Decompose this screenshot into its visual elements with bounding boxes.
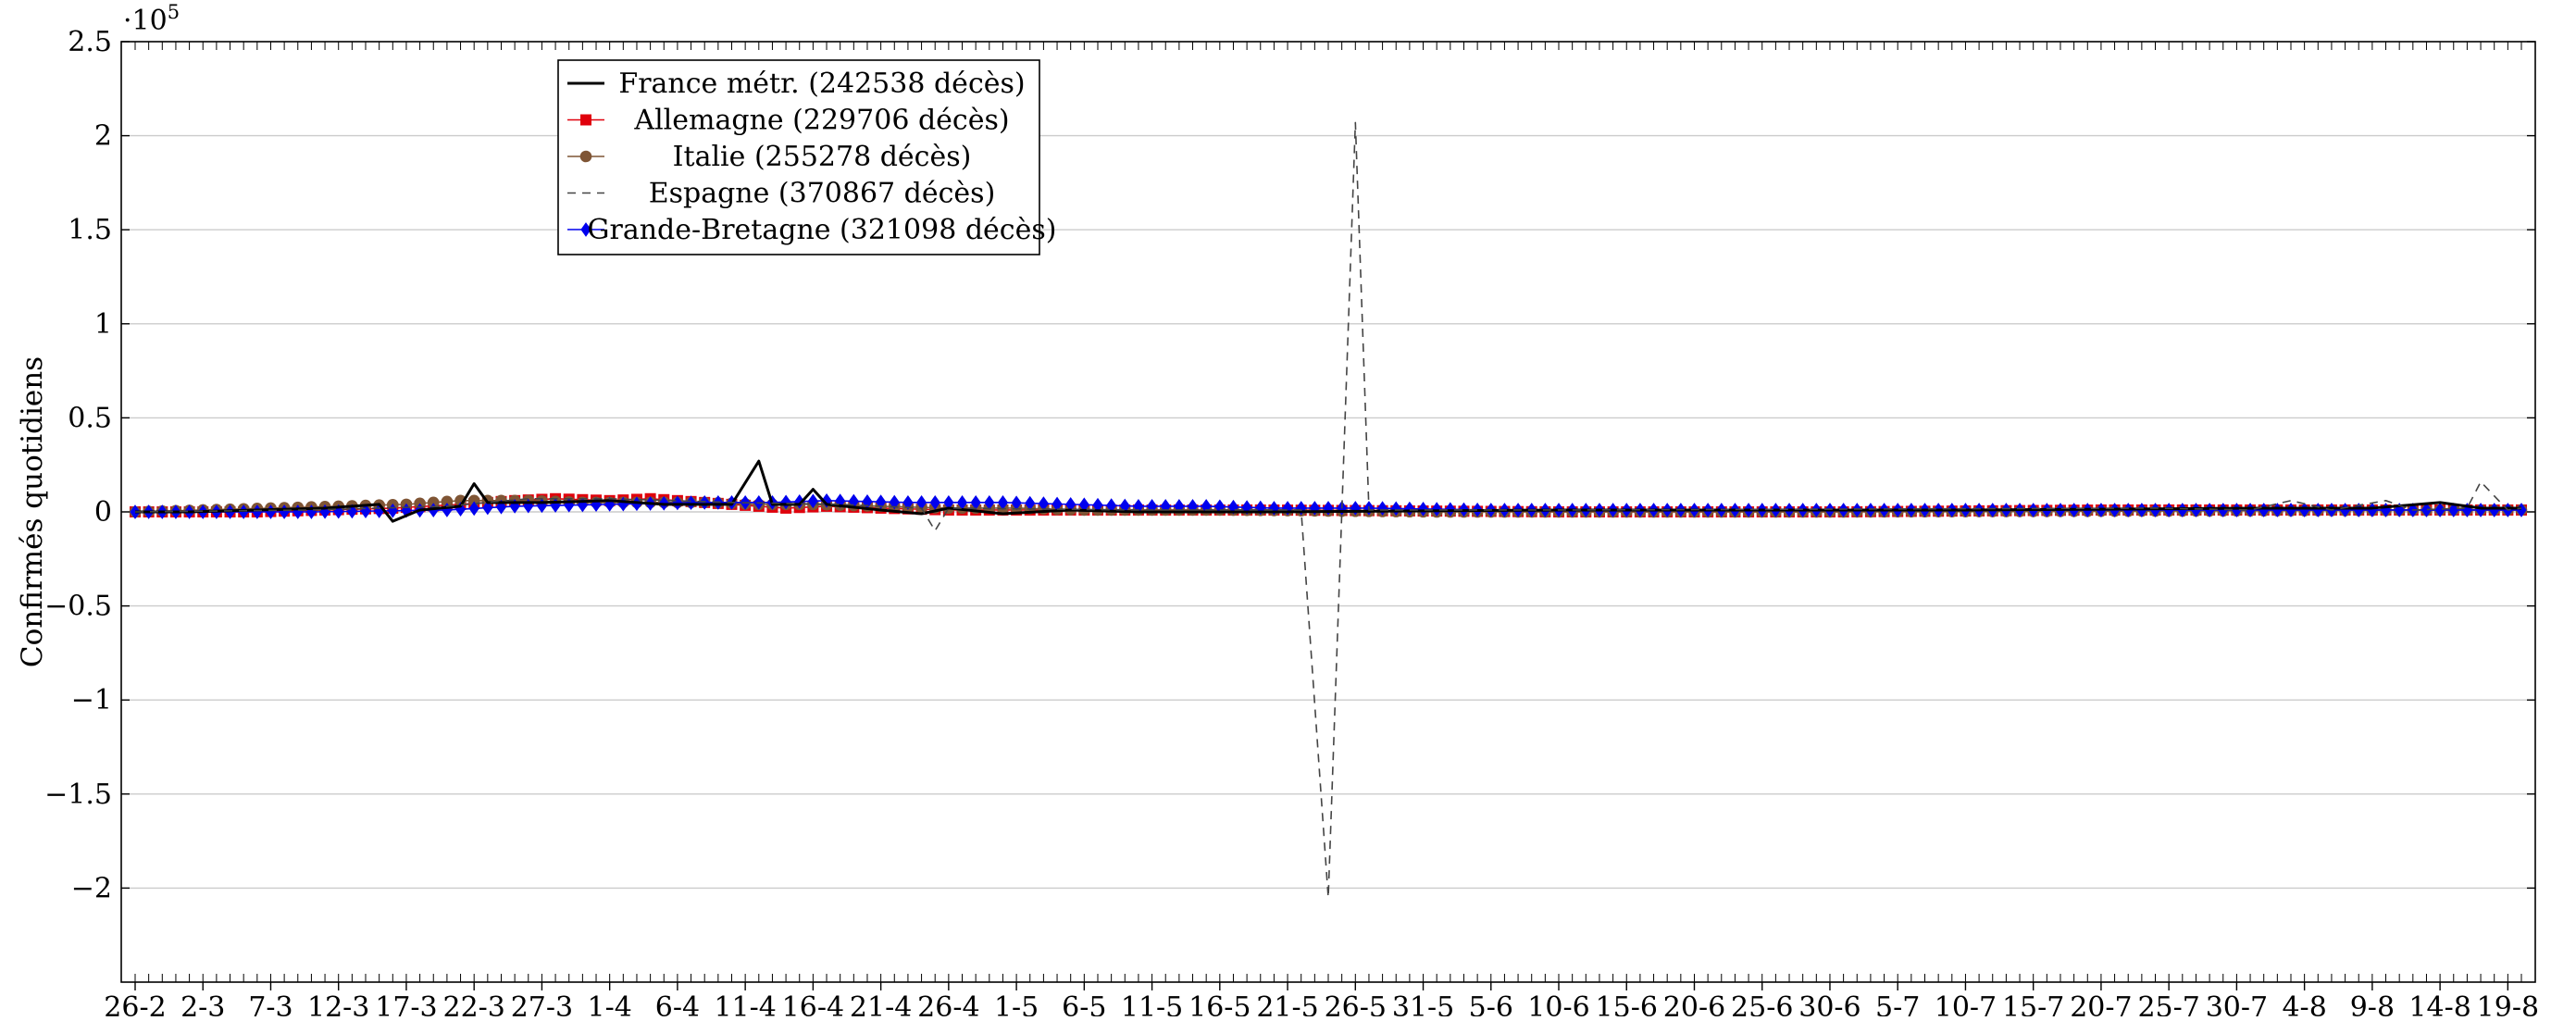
y-tick-label: 0.5 [68,402,112,434]
series-line [134,121,2522,899]
x-tick-label: 26-5 [1325,991,1387,1016]
x-tick-label: 5-6 [1469,991,1513,1016]
y-tick-label: −1.5 [44,778,112,811]
x-tick-label: 7-3 [248,991,292,1016]
series-layer [129,121,2528,899]
x-tick-label: 5-7 [1875,991,1920,1016]
y-tick-label: 2.5 [68,26,112,58]
x-tick-label: 30-7 [2206,991,2268,1016]
x-tick-label: 11-5 [1121,991,1183,1016]
x-tick-label: 6-5 [1062,991,1106,1016]
legend-label: Grande-Bretagne (321098 décès) [588,214,1057,246]
data-point [902,494,914,510]
x-tick-label: 15-7 [2002,991,2064,1016]
y-tick-label: −2 [71,872,112,904]
data-point [1025,495,1036,511]
x-tick-label: 22-3 [442,991,504,1016]
x-tick-label: 30-6 [1798,991,1860,1016]
series-line [135,459,2521,523]
x-tick-label: 16-4 [782,991,844,1016]
legend-label: Allemagne (229706 décès) [633,105,1009,137]
x-tick-label: 17-3 [375,991,437,1016]
x-tick-label: 12-3 [307,991,369,1016]
data-point [929,494,940,510]
series-3 [134,121,2522,899]
legend-box [557,59,1040,255]
y-tick-label: −0.5 [44,591,112,623]
x-tick-label: 16-5 [1188,991,1251,1016]
x-tick-label: 25-6 [1731,991,1793,1016]
y-tick-label: 1 [94,308,112,341]
x-tick-label: 20-6 [1663,991,1725,1016]
y-axis: −2 −1.5 −1 −0.5 0 0.5 1 1.5 2 2.5 [44,26,2535,904]
x-tick-label: 1-4 [588,991,632,1016]
x-tick-label: 27-3 [511,991,573,1016]
data-point [2434,503,2445,517]
y-tick-label: −1 [71,684,112,716]
x-tick-label: 2-3 [180,991,225,1016]
y-axis-multiplier-exponent: 5 [168,1,180,23]
x-tick-label: 26-2 [104,991,166,1016]
x-tick-label: 4-8 [2282,991,2326,1016]
x-tick-label: 26-4 [917,991,979,1016]
data-point [468,501,479,517]
data-point [2420,503,2433,517]
legend-marker [580,222,591,237]
legend-marker [579,150,592,163]
y-axis-title: Confirmés quotidiens [16,356,49,667]
legend-label: France métr. (242538 décès) [618,68,1025,100]
x-tick-label: 15-6 [1596,991,1658,1016]
x-tick-label: 1-5 [994,991,1039,1016]
series-0 [135,459,2521,523]
data-point [482,500,493,516]
data-point [889,494,900,510]
x-tick-label: 20-7 [2070,991,2132,1016]
x-tick-label: 21-5 [1256,991,1318,1016]
x-tick-label: 6-4 [655,991,700,1016]
y-tick-label: 0 [94,496,112,529]
x-tick-label: 21-4 [850,991,912,1016]
y-tick-label: 1.5 [68,214,112,246]
legend-label: Espagne (370867 décès) [649,178,996,210]
x-tick-label: 11-4 [714,991,776,1016]
y-tick-label: 2 [94,120,112,153]
legend: France métr. (242538 décès) Allemagne (22… [557,59,1057,255]
y-axis-multiplier-base: ·10 [123,5,168,37]
data-point [1431,502,1442,517]
data-point [807,493,819,509]
data-point [1038,496,1050,511]
y-axis-multiplier: ·105 [123,1,180,37]
x-tick-label: 9-8 [2350,991,2395,1016]
x-tick-label: 14-8 [2408,991,2470,1016]
data-point [876,494,887,510]
legend-marker [580,114,591,126]
x-tick-label: 19-8 [2477,991,2539,1016]
legend-label: Italie (255278 décès) [673,141,972,173]
x-tick-label: 25-7 [2137,991,2199,1016]
x-tick-label: 31-5 [1392,991,1454,1016]
x-tick-label: 10-7 [1935,991,1997,1016]
x-tick-label: 10-6 [1527,991,1589,1016]
x-axis: 26-2 2-3 7-3 12-3 17-3 22-3 27-3 1-4 6-4 11-4 16-4… [104,42,2539,1021]
